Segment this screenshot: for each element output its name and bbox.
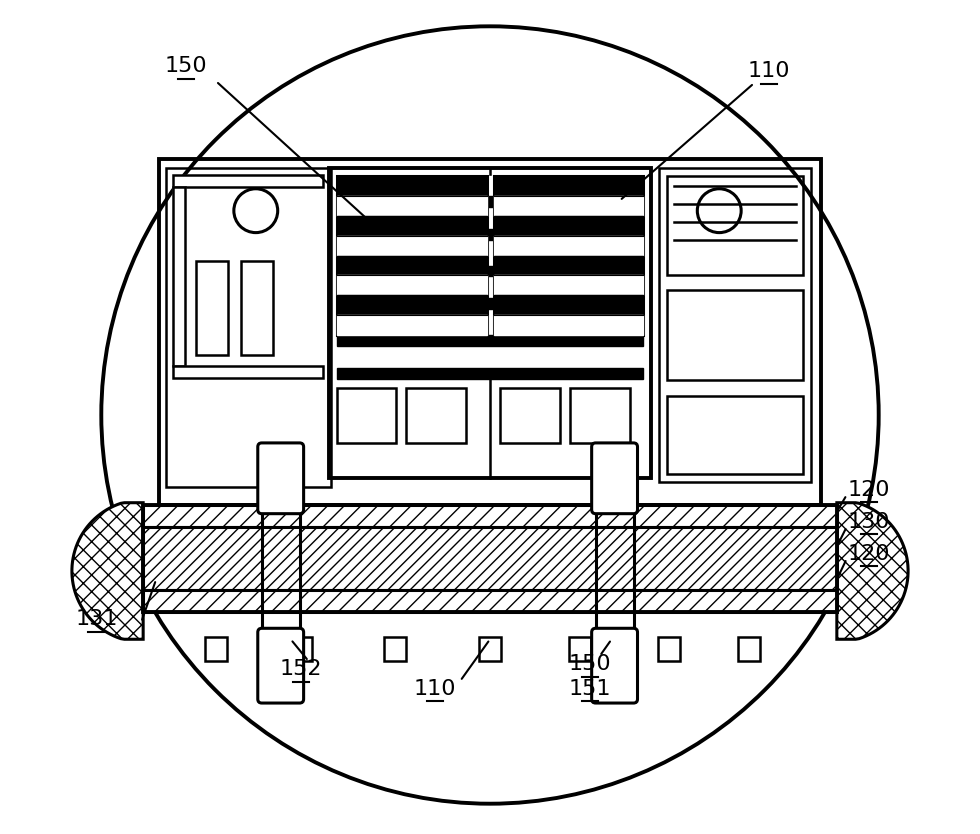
Bar [667,176,803,275]
Bar [494,275,644,295]
FancyBboxPatch shape [592,443,638,514]
Bar [494,295,644,315]
Text: 120: 120 [848,480,890,500]
Bar [500,388,560,443]
Text: 150: 150 [568,654,611,674]
Bar [159,158,821,505]
Polygon shape [72,503,143,639]
Bar [336,299,644,309]
Bar [568,637,591,661]
Bar [173,187,185,366]
Bar [143,505,837,526]
Bar [336,236,487,255]
Polygon shape [837,503,908,639]
Bar [336,196,487,216]
Bar [494,255,644,275]
Bar [667,396,803,474]
Bar [494,236,644,255]
Bar [173,175,322,187]
Bar [384,637,407,661]
Bar [667,290,803,380]
Text: 110: 110 [748,61,790,81]
Bar [336,295,487,315]
Bar [205,637,227,661]
Bar [290,637,312,661]
Bar [143,526,837,590]
Bar [241,260,272,355]
FancyBboxPatch shape [258,628,304,703]
Text: 120: 120 [848,544,890,564]
Bar [173,366,322,378]
Text: 151: 151 [568,679,611,699]
Bar [173,187,185,366]
Bar [336,275,487,295]
Bar [336,196,644,207]
Bar [498,176,644,335]
Bar [407,388,466,443]
Bar [336,265,644,276]
Bar [738,637,760,661]
FancyBboxPatch shape [258,443,304,514]
Text: 152: 152 [279,659,321,679]
Text: 131: 131 [75,610,118,630]
Bar [143,590,837,612]
Text: 150: 150 [165,56,208,76]
Bar [173,175,322,187]
Bar [336,315,487,335]
Text: 110: 110 [414,679,457,699]
Bar [143,505,837,612]
Bar [173,366,322,378]
Bar [336,255,487,275]
FancyBboxPatch shape [592,628,638,703]
Bar [494,176,644,335]
Bar [166,168,330,487]
Bar [328,168,652,478]
Text: 130: 130 [848,512,890,532]
Bar [336,368,644,379]
Bar [336,216,487,236]
Bar [336,176,482,335]
Bar [494,315,644,335]
Bar [659,637,680,661]
Bar [336,388,396,443]
Bar [569,388,629,443]
Bar [336,335,644,346]
Bar [336,176,487,335]
Bar [196,260,228,355]
Bar [479,637,501,661]
Bar [336,229,644,239]
Bar [494,176,644,196]
Bar [336,176,644,375]
Bar [494,196,644,216]
Bar [660,168,810,482]
Bar [494,216,644,236]
Bar [336,176,487,196]
